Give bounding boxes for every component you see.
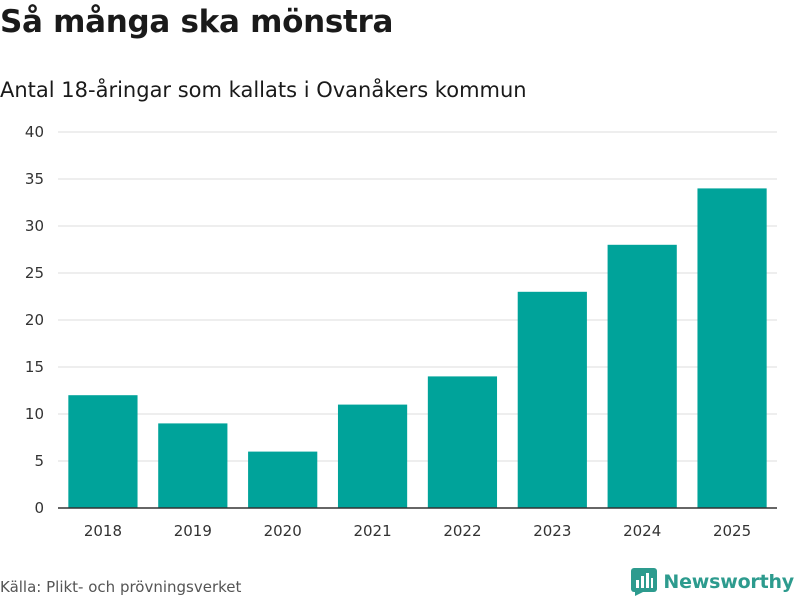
bar-2022	[427, 376, 498, 508]
bar-2025	[697, 188, 767, 508]
bar-2023	[517, 291, 587, 508]
x-tick-label: 2023	[533, 522, 571, 540]
y-tick-label: 30	[25, 217, 44, 235]
x-tick-label: 2019	[174, 522, 212, 540]
bar-chart-badge-icon	[631, 568, 658, 596]
x-tick-label: 2022	[443, 522, 481, 540]
bar-2024	[607, 244, 677, 509]
bars	[68, 188, 767, 509]
source-note: Källa: Plikt- och prövningsverket	[0, 578, 242, 596]
brand-name: Newsworthy	[663, 571, 794, 593]
x-tick-label: 2025	[713, 522, 751, 540]
x-tick-label: 2020	[264, 522, 302, 540]
x-tick-label: 2024	[623, 522, 661, 540]
y-tick-label: 40	[25, 123, 44, 141]
chart-title: Så många ska mönstra	[0, 4, 394, 40]
y-tick-label: 25	[25, 264, 44, 282]
y-tick-label: 15	[25, 358, 44, 376]
bar-2019	[158, 423, 228, 508]
x-tick-label: 2021	[353, 522, 391, 540]
y-tick-label: 5	[34, 452, 44, 470]
bar-2021	[337, 404, 408, 508]
bar-2020	[248, 451, 318, 508]
brand-logo[interactable]: Newsworthy	[631, 568, 794, 596]
bar-2018	[68, 395, 138, 508]
y-tick-label: 10	[25, 405, 44, 423]
y-tick-label: 20	[25, 311, 44, 329]
x-tick-label: 2018	[84, 522, 122, 540]
y-tick-label: 35	[25, 170, 44, 188]
y-tick-label: 0	[34, 499, 44, 517]
chart-subtitle: Antal 18-åringar som kallats i Ovanåkers…	[0, 78, 527, 102]
